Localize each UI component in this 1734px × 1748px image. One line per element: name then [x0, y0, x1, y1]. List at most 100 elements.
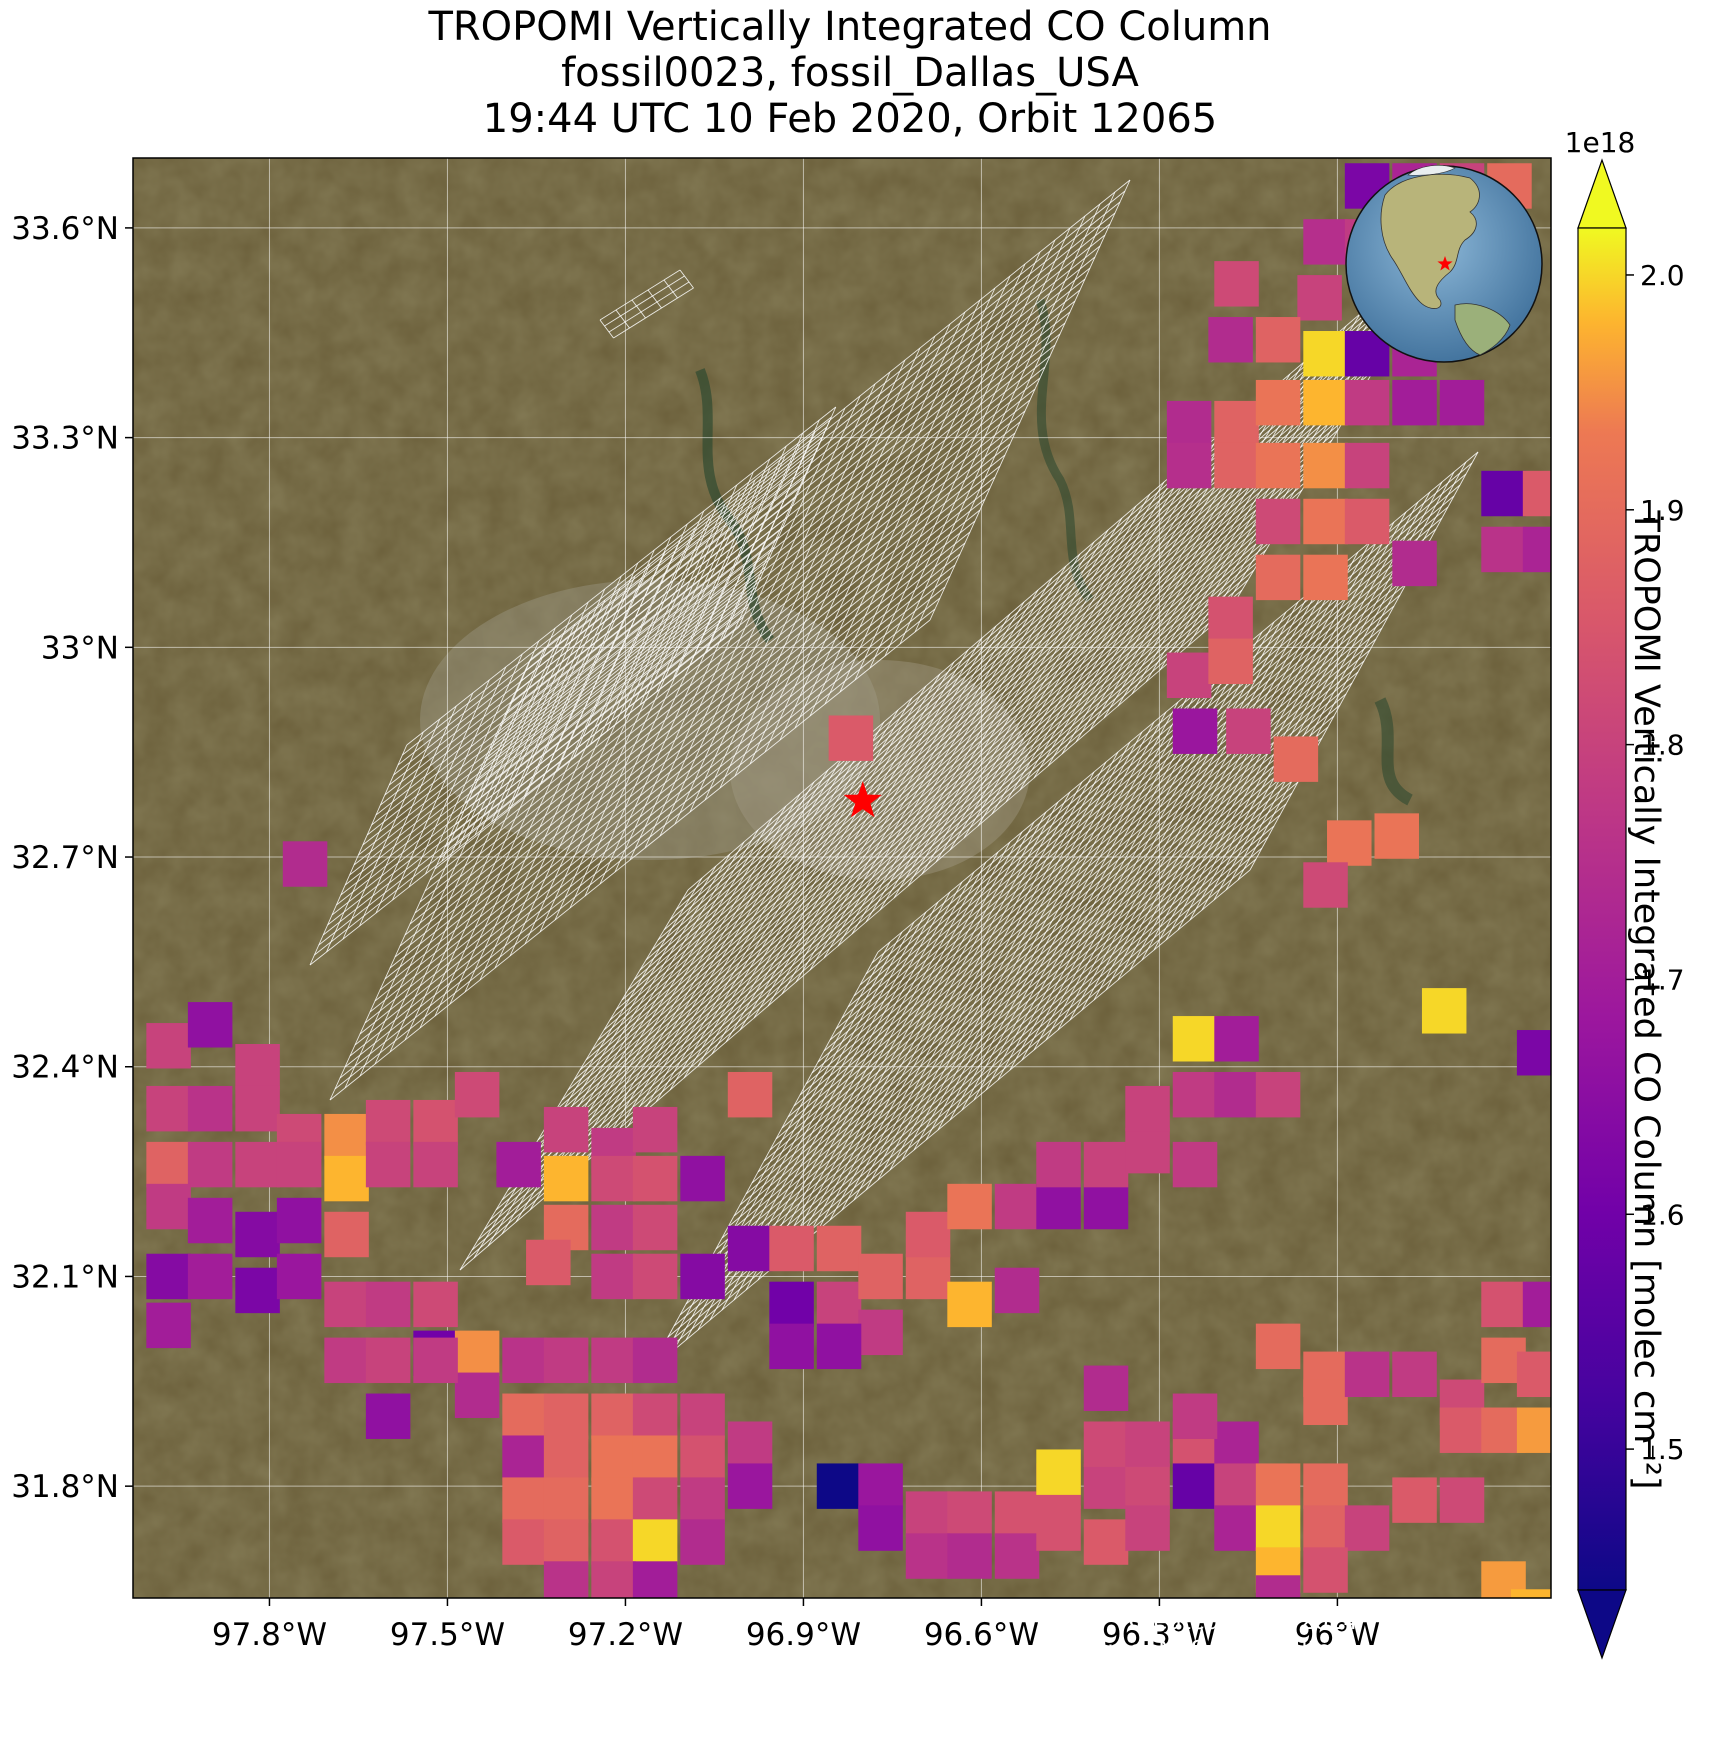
co-pixel: [146, 1085, 191, 1132]
swath-line: [454, 344, 1056, 826]
co-pixel: [1374, 813, 1419, 859]
swath-line: [835, 528, 1437, 1030]
inset-globe: [1345, 165, 1543, 363]
co-pixel: [543, 1106, 589, 1153]
star-icon: [1437, 256, 1453, 271]
co-pixel: [146, 1253, 191, 1300]
co-pixel: [769, 1225, 814, 1272]
co-pixel: [947, 1491, 992, 1537]
co-pixel: [947, 1183, 992, 1230]
swath-line: [340, 556, 771, 896]
swath-line: [805, 583, 1407, 1085]
co-pixel: [632, 1253, 678, 1300]
colorbar-tick-label: 1.5: [1640, 1433, 1685, 1466]
co-pixel: [1214, 1016, 1259, 1062]
co-pixel: [1255, 317, 1301, 363]
lon-tick-label: 96.3°W: [1102, 1617, 1217, 1653]
target-marker: [843, 781, 882, 818]
swath-line: [604, 275, 685, 327]
swath-line: [499, 245, 1101, 727]
swath-line: [599, 319, 614, 339]
colorbar-label: TROPOMI Vertically Integrated CO Column …: [1626, 510, 1666, 1490]
swath-line: [579, 409, 1351, 1071]
co-pixel: [1166, 442, 1212, 489]
swath-line: [459, 333, 1061, 815]
swath-line: [444, 366, 1046, 848]
co-pixel: [1255, 554, 1301, 601]
co-pixel: [1214, 1421, 1259, 1467]
swath-line: [364, 542, 966, 1024]
swath-line: [375, 476, 806, 816]
swath-line: [709, 759, 1311, 1261]
credit-text: Created 4 Sep 2024 Source: NASA/JPL-Calt…: [1064, 1608, 1358, 1664]
co-pixel: [543, 1155, 589, 1202]
colorbar-ticks: 1.5 1.6 1.7 1.8 1.9 2.0: [1626, 259, 1685, 1466]
co-pixel: [1303, 379, 1348, 426]
title-line-3: 19:44 UTC 10 Feb 2020, Orbit 12065: [482, 96, 1218, 142]
colorbar-extend-max: [1577, 158, 1627, 229]
swath-line: [655, 858, 1257, 1360]
swath-line: [393, 436, 823, 776]
co-pixel: [1392, 540, 1437, 587]
co-pixel: [454, 1372, 500, 1418]
swath-line: [573, 419, 1345, 1081]
co-pixel: [365, 1337, 411, 1384]
map-frame: [132, 157, 1552, 1599]
swath-line: [374, 520, 976, 1002]
co-pixel: [1172, 1393, 1218, 1439]
co-pixel: [324, 1113, 369, 1160]
swath-line: [354, 564, 956, 1046]
swath-line: [439, 377, 1041, 859]
swath-line: [775, 638, 1377, 1140]
swath-line: [507, 529, 1279, 1191]
longitude-ticks: 97.8°W 97.5°W 97.2°W 96.9°W 96.6°W 96.3°W 96°W: [212, 1598, 1380, 1653]
lon-tick-label: 97.5°W: [390, 1617, 505, 1653]
lat-tick-label: 33.6°N: [11, 211, 119, 247]
co-pixel: [282, 841, 328, 887]
swath-line: [474, 300, 1076, 782]
co-pixel: [591, 1435, 636, 1481]
credit-created: Created 4 Sep 2024: [1128, 1609, 1358, 1635]
co-pixel: [816, 1463, 862, 1509]
co-pixel: [413, 1281, 458, 1328]
co-pixel: [1255, 1323, 1301, 1370]
co-pixel: [1255, 1575, 1301, 1598]
swath-line: [631, 299, 646, 319]
swath-line: [406, 406, 837, 746]
co-pixel: [905, 1491, 951, 1537]
co-pixel: [591, 1155, 636, 1202]
co-pixel: [413, 1141, 458, 1188]
swath-line: [402, 416, 832, 756]
co-pixel: [1172, 1071, 1218, 1118]
swath-line: [871, 462, 1473, 964]
co-pixel: [276, 1197, 322, 1244]
lon-tick-label: 97.2°W: [568, 1617, 683, 1653]
swath-line: [649, 869, 1251, 1371]
co-pixel: [1303, 1547, 1348, 1593]
swath-line: [484, 278, 1086, 760]
swath-line: [823, 550, 1425, 1052]
co-pixel: [858, 1505, 903, 1551]
co-pixel: [632, 1561, 678, 1598]
colorbar-extend-min: [1577, 1589, 1627, 1660]
co-pixel: [1255, 379, 1301, 426]
swath-line: [495, 549, 1267, 1211]
lat-tick-label: 31.8°N: [11, 1469, 119, 1505]
map-area[interactable]: [133, 158, 1567, 1649]
co-pixel: [1481, 1281, 1526, 1328]
swath-line: [613, 287, 694, 339]
co-pixel: [454, 1330, 500, 1377]
swath-line: [449, 355, 1051, 837]
co-pixel: [454, 1071, 500, 1118]
co-pixel: [769, 1281, 814, 1328]
co-pixel: [1481, 526, 1526, 573]
co-pixel: [1208, 317, 1253, 363]
swath-line: [469, 311, 1071, 793]
co-pixel: [1439, 379, 1485, 426]
co-pixel: [1516, 1407, 1551, 1453]
co-pixel: [413, 1337, 458, 1384]
co-pixel: [543, 1435, 589, 1481]
swath-line: [504, 234, 1106, 716]
swath-line: [531, 489, 1303, 1151]
